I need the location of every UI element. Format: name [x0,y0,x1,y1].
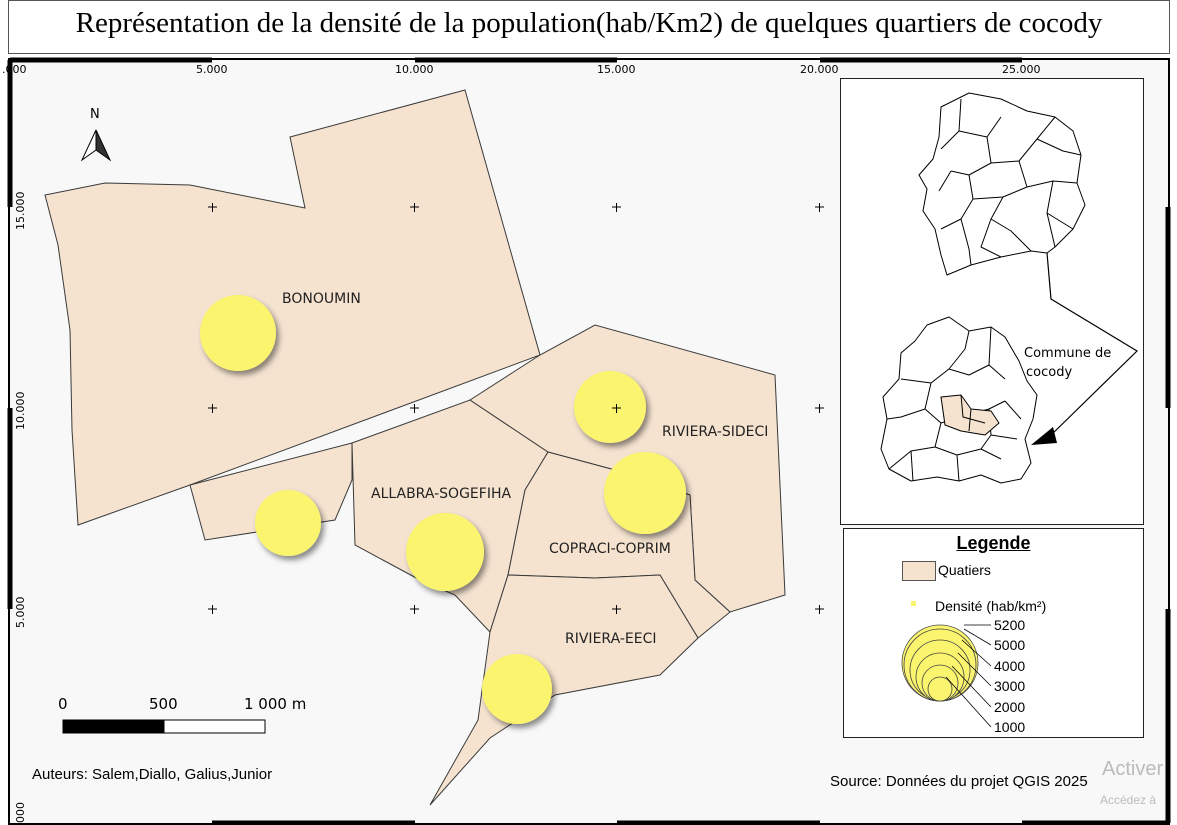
label-bonoumin: BONOUMIN [282,291,361,307]
legend-label-density: Densité (hab/km²) [935,598,1047,614]
country-outline [918,92,1086,276]
grid-label-top: 5.000 [196,63,228,76]
map-title: Représentation de la densité de la popul… [75,7,1103,39]
svg-text:1 000 m: 1 000 m [244,695,306,713]
legend-size-value: 3000 [994,678,1026,694]
legend-label-quartiers: Quatiers [938,562,991,578]
legend-size-value: 2000 [994,699,1026,715]
inset-label-line2: cocody [1026,365,1072,380]
grid-label-top: 15.000 [597,63,636,76]
label-allabra-sogefiha: ALLABRA-SOGEFIHA [371,486,511,502]
grid-cross [612,404,621,413]
grid-label-top: 10.000 [395,63,434,76]
inset-map-drawing: Commune de cocody [880,92,1138,484]
svg-text:500: 500 [149,695,178,713]
legend-title: Legende [956,533,1031,553]
density-circle-eeci [482,654,552,724]
label-copraci-coprim: COPRACI-COPRIM [549,541,671,557]
density-circle-southwest [255,490,321,556]
grid-label-top: 20.000 [800,63,839,76]
density-circle-bonoumin [200,295,276,371]
authors-credit: Auteurs: Salem,Diallo, Galius,Junior [32,766,273,783]
density-circle-copraci [604,452,686,534]
svg-text:0: 0 [58,695,68,713]
arrow-head-icon [1031,427,1057,445]
district-riviera-eeci [429,574,699,806]
svg-text:N: N [90,107,100,122]
legend-size-value: 1000 [994,719,1026,735]
inset-arrow [1046,252,1138,440]
watermark-line2: Accédez à [1100,793,1157,807]
grid-label-top: 25.000 [1002,63,1041,76]
title-box: Représentation de la densité de la popul… [8,0,1170,54]
inset-label-line1: Commune de [1024,346,1111,361]
legend-swatch-density [911,601,916,606]
legend-size-value: 5000 [994,637,1026,653]
legend-swatch-quartiers [902,561,936,581]
label-riviera-sideci: RIVIERA-SIDECI [662,424,768,440]
inset-map: Commune de cocody [840,78,1144,525]
grid-label-top-cut: .000 [2,63,27,76]
label-riviera-eeci: RIVIERA-EECI [565,631,657,647]
density-circle-allabra [406,513,484,591]
legend-size-value: 4000 [994,658,1026,674]
density-circle-sideci [574,371,646,443]
watermark-line1: Activer [1102,758,1164,780]
legend-size-circles [901,624,992,728]
scale-bar: 0 500 1 000 m [58,695,306,734]
legend: Legende Quatiers Densité (hab/km²) 5200 … [843,528,1144,738]
legend-size-value: 5200 [994,617,1026,633]
source-credit: Source: Données du projet QGIS 2025 [830,773,1088,790]
grid-crosses [208,203,824,614]
north-arrow-icon: N [80,107,112,162]
